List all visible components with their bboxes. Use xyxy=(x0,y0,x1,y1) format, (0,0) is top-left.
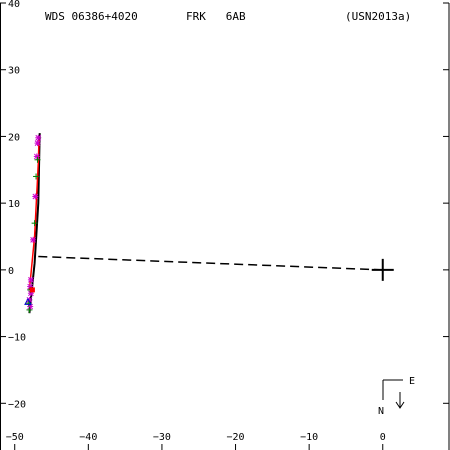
y-tick-label: 40 xyxy=(8,0,20,10)
data-point-plus xyxy=(34,156,41,163)
observation-points xyxy=(24,134,42,313)
node-line xyxy=(38,255,383,271)
y-tick-label: 20 xyxy=(8,132,20,143)
y-tick-label: 30 xyxy=(8,66,20,77)
x-tick-label: −10 xyxy=(300,432,318,443)
data-point-plus xyxy=(26,306,33,313)
data-point-square xyxy=(29,287,35,293)
y-tick-label: −10 xyxy=(8,333,26,344)
x-tick-label: −30 xyxy=(153,432,171,443)
y-tick-label: 10 xyxy=(8,199,20,210)
wds-designation: WDS 06386+4020 xyxy=(45,10,138,23)
compass-north-label: N xyxy=(378,406,384,417)
data-point-star xyxy=(33,153,40,160)
data-point-star xyxy=(32,193,39,200)
x-tick-label: −40 xyxy=(79,432,97,443)
plot-frame xyxy=(0,3,450,450)
data-point-star xyxy=(35,134,42,141)
data-point-star xyxy=(34,140,41,147)
data-point-star xyxy=(30,236,37,243)
red-track xyxy=(28,139,40,290)
compass-east-label: E xyxy=(409,376,415,387)
compass-indicator: EN xyxy=(378,376,415,417)
x-tick-label: −20 xyxy=(227,432,245,443)
orbit-tracks xyxy=(28,133,394,314)
data-point-plus xyxy=(33,173,40,180)
discoverer-designation: FRK 6AB xyxy=(186,10,246,23)
data-point-triangle xyxy=(24,297,32,305)
x-tick-label: −50 xyxy=(6,432,24,443)
x-tick-label: 0 xyxy=(380,432,386,443)
orbit-reference: (USN2013a) xyxy=(345,10,412,23)
data-point-plus xyxy=(31,220,38,227)
data-point-star xyxy=(27,276,34,283)
y-tick-label: 0 xyxy=(8,266,14,277)
y-tick-label: −20 xyxy=(8,399,26,410)
motion-arrowhead-icon xyxy=(395,401,405,409)
